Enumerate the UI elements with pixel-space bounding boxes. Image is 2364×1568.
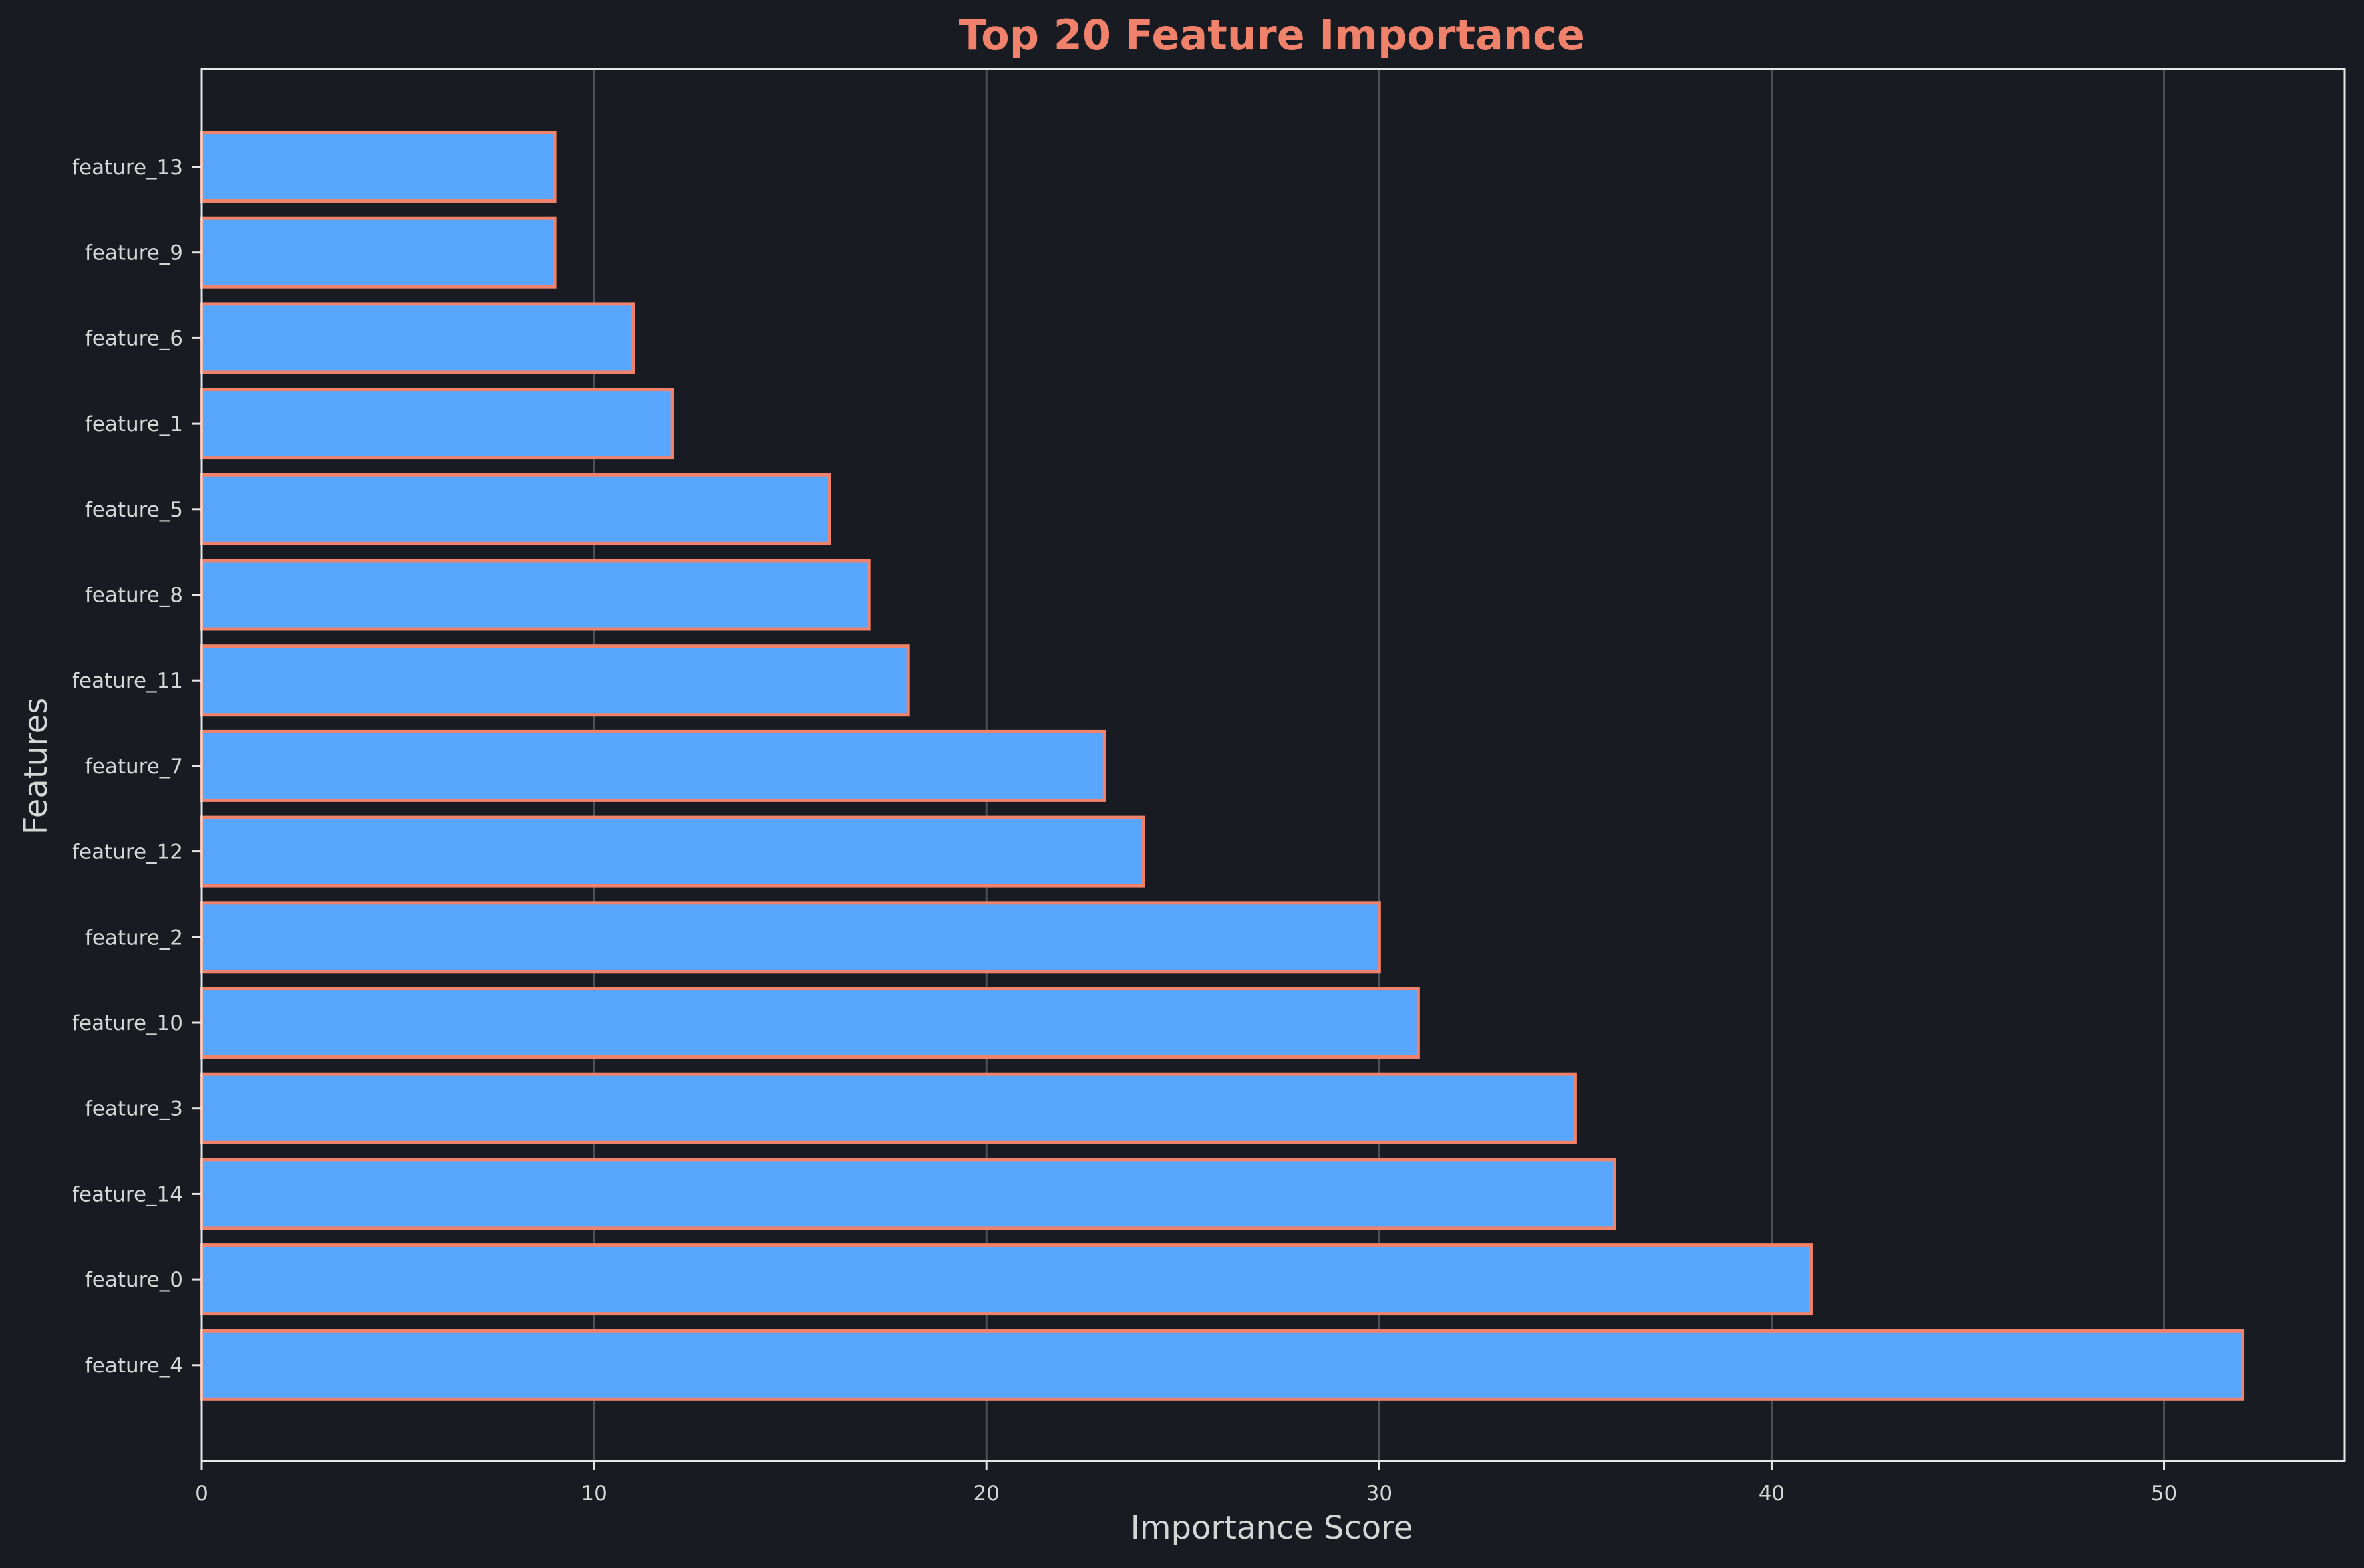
x-tick-label: 40 [1759,1482,1785,1505]
x-tick-label: 50 [2151,1482,2177,1505]
bar-feature-4 [200,1329,2245,1401]
bar-feature-14 [200,1158,1616,1230]
y-tick-label: feature_4 [85,1354,183,1378]
bar-feature-5 [200,473,831,545]
bars [200,131,2245,1401]
y-tick-label: feature_9 [85,241,183,265]
y-axis-label: Features [17,698,55,835]
bar-feature-8 [200,559,871,631]
y-tick-label: feature_0 [85,1268,183,1292]
y-axis: feature_13 feature_9 feature_6 feature_1fea… [72,156,202,1378]
chart-title: Top 20 Feature Importance [959,11,1585,59]
bar-feature-7 [200,729,1106,802]
x-tick-label: 10 [581,1482,607,1505]
bar-feature-2 [200,901,1381,974]
x-tick-label: 0 [195,1482,208,1505]
y-tick-label: feature_12 [72,841,183,864]
y-tick-label: feature_7 [85,755,183,779]
y-tick-label: feature_10 [72,1011,183,1035]
x-axis: 0 10 20 30 40 50 [195,1461,2177,1505]
bar-feature-6 [200,302,635,374]
y-tick-label: feature_5 [85,498,183,522]
bar-feature-9 [200,216,557,289]
bar-feature-13 [200,131,557,203]
y-tick-label: feature_14 [72,1182,183,1206]
y-tick-label: feature_6 [85,327,183,350]
bar-feature-12 [200,815,1145,888]
bar-feature-11 [200,644,910,717]
bar-feature-1 [200,388,674,460]
y-tick-label: feature_1 [85,412,183,436]
y-tick-label: feature_2 [85,926,183,950]
x-axis-label: Importance Score [1131,1509,1413,1547]
y-tick-label: feature_3 [85,1097,183,1121]
bar-feature-10 [200,987,1420,1059]
x-tick-label: 30 [1366,1482,1392,1505]
y-tick-label: feature_8 [85,584,183,608]
x-tick-label: 20 [973,1482,999,1505]
y-tick-label: feature_11 [72,669,183,693]
bar-feature-3 [200,1072,1577,1144]
bar-feature-0 [200,1243,1813,1316]
y-tick-label: feature_13 [72,156,183,180]
